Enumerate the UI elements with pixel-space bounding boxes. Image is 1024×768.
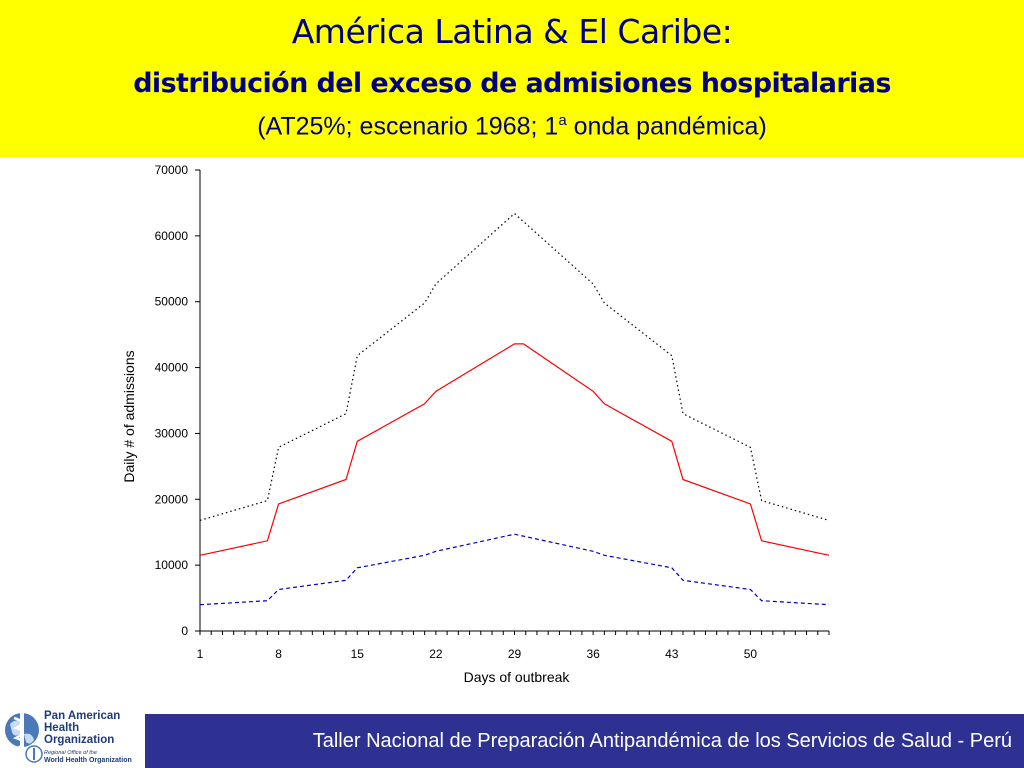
lower-bound-series-line [199,533,830,606]
x-tick-label: 1 [197,647,204,661]
footer-text: Taller Nacional de Preparación Antipandé… [312,729,1012,752]
x-tick-label: 15 [351,647,365,661]
logo-line: Health [44,722,80,734]
y-tick-label: 60000 [155,229,189,243]
y-tick-label: 20000 [155,492,189,506]
y-tick-label: 70000 [155,163,189,177]
footer-bar: Taller Nacional de Preparación Antipandé… [145,714,1024,768]
y-axis-label: Daily # of admissions [121,350,137,482]
slide-subtitle: distribución del exceso de admisiones ho… [133,68,891,99]
logo-subtitle: Regional Office of the World Health Orga… [44,750,144,765]
x-tick-label: 22 [429,647,443,661]
admissions-line-chart: 0 10000 20000 30000 40000 50000 60000 70000 1 8 15… [121,163,830,685]
y-tick-label: 40000 [155,361,189,375]
upper-bound-series-line [199,212,830,521]
globe-icon [5,710,43,763]
slide-note-main: (AT25%; escenario 1968; 1 [257,112,559,141]
logo-sub-bold: World Health Organization [44,757,132,764]
slide-note-end: onda pandémica) [566,112,767,141]
slide-note: (AT25%; escenario 1968; 1a onda pandémic… [0,112,1024,141]
paho-logo: Pan American Health Organization Regiona… [0,706,145,768]
title-banner: América Latina & El Caribe: distribución… [0,0,1024,157]
y-tick-label: 10000 [155,558,189,572]
x-tick-label: 43 [665,647,679,661]
logo-sub-line: Regional Office of the [44,750,97,756]
mean-series-line [199,343,830,556]
logo-line: Organization [44,734,115,746]
logo-organization-name: Pan American Health Organization [44,710,144,746]
x-tick-label: 50 [744,647,758,661]
x-tick-label: 8 [275,647,282,661]
slide-note-superscript: a [558,112,567,129]
x-axis-label: Days of outbreak [464,669,571,685]
x-tick-label: 36 [586,647,600,661]
y-tick-label: 50000 [155,295,189,309]
y-tick-label: 0 [181,624,188,638]
x-tick-label: 29 [508,647,522,661]
y-tick-label: 30000 [155,426,189,440]
logo-line: Pan American [44,710,121,722]
slide-title: América Latina & El Caribe: [291,12,733,51]
